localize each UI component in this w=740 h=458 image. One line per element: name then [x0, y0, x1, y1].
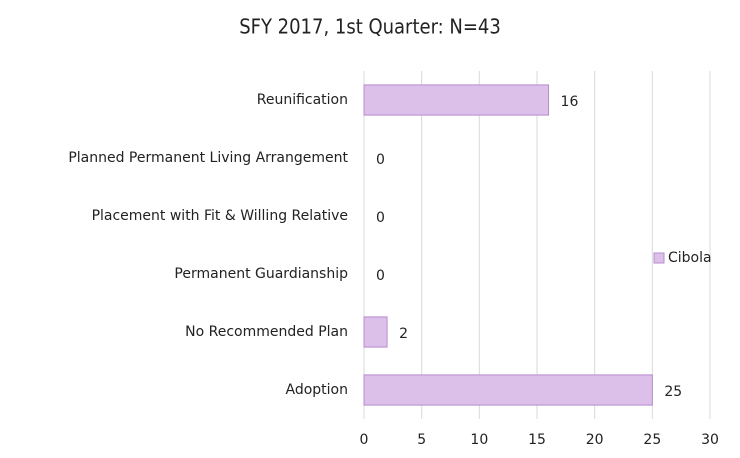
x-tick-label: 30 [701, 432, 719, 448]
data-label: 0 [376, 268, 385, 284]
y-tick-label: Placement with Fit & Willing Relative [92, 208, 348, 224]
bar [363, 84, 550, 116]
data-label: 0 [376, 210, 385, 226]
x-tick-label: 10 [470, 432, 488, 448]
x-tick-label: 0 [360, 432, 369, 448]
y-tick-label: Adoption [286, 382, 349, 398]
y-tick-label: Planned Permanent Living Arrangement [68, 150, 348, 166]
data-label: 25 [664, 384, 682, 400]
y-tick-label: Reunification [257, 92, 348, 108]
bar [363, 374, 653, 406]
x-tick-label: 25 [643, 432, 661, 448]
data-label: 2 [399, 326, 408, 342]
y-tick-label: Permanent Guardianship [174, 266, 348, 282]
bar [363, 316, 388, 348]
x-tick-label: 5 [417, 432, 426, 448]
x-tick-label: 20 [586, 432, 604, 448]
data-label: 16 [561, 94, 579, 110]
y-tick-label: No Recommended Plan [185, 324, 348, 340]
legend-label: Cibola [668, 250, 712, 266]
legend-swatch [653, 252, 665, 264]
x-tick-label: 15 [528, 432, 546, 448]
chart-title: SFY 2017, 1st Quarter: N=43 [239, 15, 501, 39]
data-label: 0 [376, 152, 385, 168]
